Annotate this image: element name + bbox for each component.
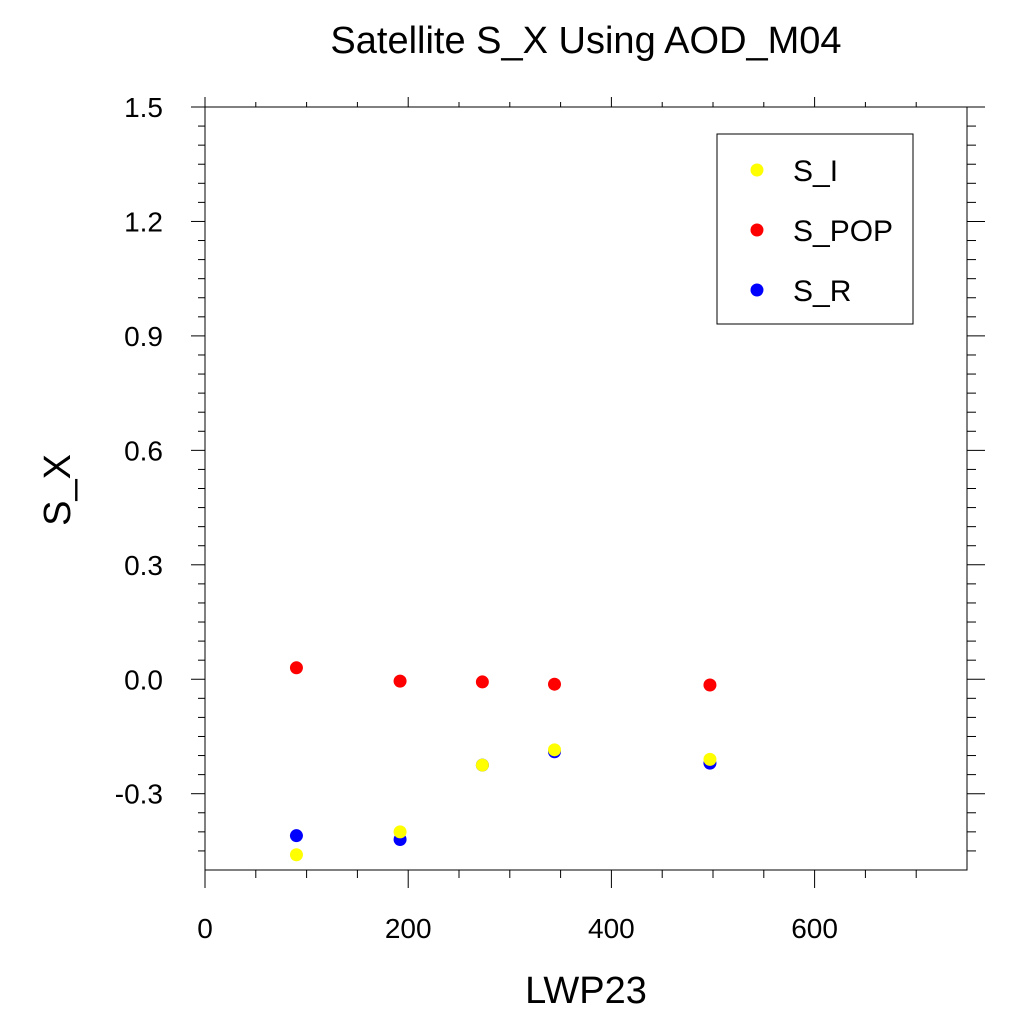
- y-tick-label: 1.5: [124, 92, 163, 123]
- x-tick-label: 200: [385, 913, 432, 944]
- legend-label: S_R: [793, 275, 851, 308]
- y-axis-label: S_X: [37, 454, 79, 526]
- point-s-i: [475, 758, 489, 772]
- legend-marker: [750, 223, 764, 237]
- y-tick-label: -0.3: [115, 779, 163, 810]
- point-s-pop: [548, 677, 562, 691]
- legend-label: S_I: [793, 155, 838, 188]
- legend-label: S_POP: [793, 215, 893, 248]
- legend-marker: [750, 283, 764, 297]
- legend-box: [716, 133, 914, 325]
- y-tick-label: 0.9: [124, 321, 163, 352]
- point-s-i: [289, 848, 303, 862]
- x-tick-label: 400: [588, 913, 635, 944]
- y-tick-label: 0.0: [124, 664, 163, 695]
- legend: S_I S_POP S_R: [716, 133, 914, 325]
- point-s-pop: [393, 674, 407, 688]
- point-s-pop: [289, 661, 303, 675]
- x-axis-label: LWP23: [525, 970, 647, 1012]
- y-tick-label: 1.2: [124, 206, 163, 237]
- y-tick-label: 0.6: [124, 435, 163, 466]
- point-s-i: [703, 752, 717, 766]
- point-s-pop: [475, 675, 489, 689]
- y-tick-label: 0.3: [124, 550, 163, 581]
- point-s-i: [393, 825, 407, 839]
- chart-title: Satellite S_X Using AOD_M04: [330, 20, 841, 62]
- plot-axes: 0 200 400 600 -0.3 0.0 0.3 0.6 0.9 1.2 1.5: [115, 92, 985, 944]
- x-tick-label: 0: [197, 913, 213, 944]
- data-points: [289, 661, 717, 862]
- legend-marker: [750, 163, 764, 177]
- point-s-r: [289, 829, 303, 843]
- point-s-pop: [703, 678, 717, 692]
- x-tick-label: 600: [791, 913, 838, 944]
- point-s-i: [548, 743, 562, 757]
